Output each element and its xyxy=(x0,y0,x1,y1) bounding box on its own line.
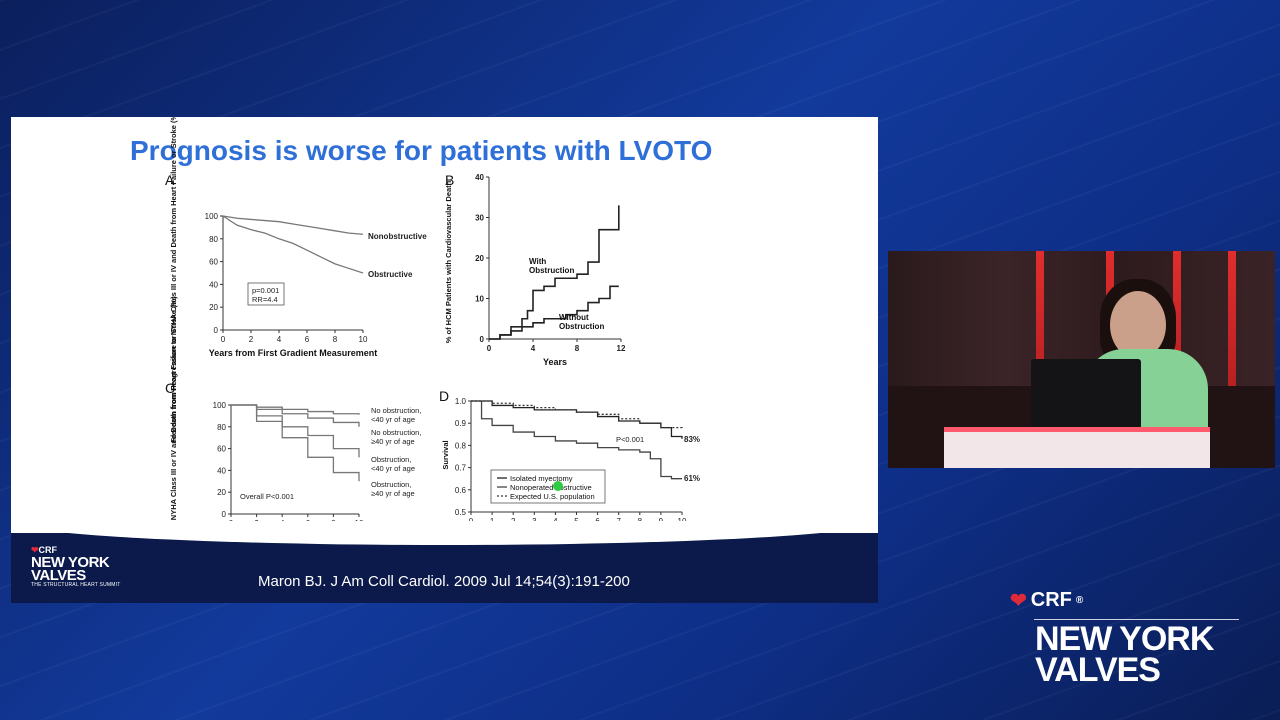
series-line xyxy=(489,285,619,340)
legend-entry: Nonoperated obstructive xyxy=(510,483,592,492)
heart-icon: ❤ xyxy=(31,545,39,555)
y-tick-label: 0 xyxy=(214,326,219,335)
y-tick-label: 30 xyxy=(475,214,484,223)
x-tick-label: 0 xyxy=(221,335,226,344)
y-tick-label: 20 xyxy=(209,303,218,312)
y-tick-label: 60 xyxy=(217,445,226,454)
series-line xyxy=(471,400,683,430)
series-label: Obstruction xyxy=(529,266,574,275)
end-label: 83% xyxy=(684,435,700,444)
y-tick-label: 100 xyxy=(213,401,227,410)
y-axis-label: % of HCM Patients with Cardiovascular De… xyxy=(444,180,453,343)
y-tick-label: 1.0 xyxy=(455,397,467,406)
y-tick-label: 80 xyxy=(217,423,226,432)
y-tick-label: 0.7 xyxy=(455,464,467,473)
series-line xyxy=(471,400,683,439)
y-tick-label: 20 xyxy=(217,488,226,497)
series-label: Obstructive xyxy=(368,270,413,279)
laptop xyxy=(1031,359,1141,429)
y-axis-label: Survival xyxy=(441,440,450,469)
y-axis-label: Freedom from Progression to NYHA Class I… xyxy=(169,117,178,443)
y-axis-label: Freedom from Progression to NYHA Class I… xyxy=(169,296,178,537)
series-label: Obstruction xyxy=(559,322,604,331)
y-tick-label: 0 xyxy=(480,335,485,344)
x-tick-label: 12 xyxy=(617,344,626,353)
y-tick-label: 80 xyxy=(209,235,218,244)
x-tick-label: 8 xyxy=(333,335,338,344)
speaker-head xyxy=(1110,291,1166,359)
series-line xyxy=(231,404,360,458)
y-tick-label: 0.9 xyxy=(455,419,467,428)
crf-logo: ❤ CRF ® NEW YORK VALVES xyxy=(1010,588,1239,687)
cursor-dot xyxy=(553,481,563,491)
series-label: Obstruction, xyxy=(371,455,411,464)
series-label: ≥40 yr of age xyxy=(371,437,415,446)
y-tick-label: 100 xyxy=(205,212,219,221)
annotation-text: P<0.001 xyxy=(616,435,644,444)
y-tick-label: 0.5 xyxy=(455,508,467,517)
series-line xyxy=(231,404,360,482)
heart-icon: ❤ xyxy=(1010,590,1027,612)
speaker-video xyxy=(888,251,1275,468)
x-tick-label: 0 xyxy=(487,344,492,353)
series-label: Without xyxy=(559,313,589,322)
y-tick-label: 0 xyxy=(222,510,227,519)
legend-entry: Expected U.S. population xyxy=(510,492,595,501)
slide-title: Prognosis is worse for patients with LVO… xyxy=(130,135,713,166)
y-tick-label: 60 xyxy=(209,258,218,267)
small-logo: ❤CRF NEW YORK VALVES THE STRUCTURAL HEAR… xyxy=(31,545,121,588)
series-label: ≥40 yr of age xyxy=(371,489,415,498)
x-tick-label: 4 xyxy=(531,344,536,353)
series-line xyxy=(231,404,360,427)
x-axis-label: Years from First Gradient Measurement xyxy=(209,348,378,358)
x-tick-label: 8 xyxy=(575,344,580,353)
x-tick-label: 6 xyxy=(305,335,310,344)
annotation-text: p=0.001 xyxy=(252,286,279,295)
slide-footer: ❤CRF NEW YORK VALVES THE STRUCTURAL HEAR… xyxy=(11,521,878,603)
citation: Maron BJ. J Am Coll Cardiol. 2009 Jul 14… xyxy=(258,573,630,590)
series-label: With xyxy=(529,257,546,266)
y-tick-label: 0.8 xyxy=(455,441,467,450)
presentation-slide: Prognosis is worse for patients with LVO… xyxy=(11,117,878,603)
x-tick-label: 4 xyxy=(277,335,282,344)
series-label: <40 yr of age xyxy=(371,415,415,424)
legend-box xyxy=(490,469,606,504)
x-tick-label: 2 xyxy=(249,335,254,344)
panel-letter: B xyxy=(445,172,454,188)
series-line xyxy=(222,215,364,235)
y-tick-label: 40 xyxy=(475,173,484,182)
series-label: No obstruction, xyxy=(371,428,421,437)
panel-letter: D xyxy=(439,388,449,404)
podium xyxy=(944,432,1210,468)
series-label: Nonobstructive xyxy=(368,232,427,241)
series-line xyxy=(222,215,364,274)
legend-entry: Isolated myectomy xyxy=(510,474,573,483)
x-tick-label: 10 xyxy=(359,335,368,344)
annotation-box xyxy=(247,282,285,306)
panel-letter: C xyxy=(165,380,175,396)
series-label: No obstruction, xyxy=(371,406,421,415)
annotation-text: Overall P<0.001 xyxy=(240,492,294,501)
annotation-text: RR=4.4 xyxy=(252,295,278,304)
y-tick-label: 20 xyxy=(475,254,484,263)
series-label: <40 yr of age xyxy=(371,464,415,473)
y-tick-label: 40 xyxy=(209,280,218,289)
y-tick-label: 40 xyxy=(217,466,226,475)
y-tick-label: 10 xyxy=(475,295,484,304)
panel-letter: A xyxy=(165,172,175,188)
series-line xyxy=(489,205,620,340)
x-axis-label: Years xyxy=(543,357,567,367)
series-label: Obstruction, xyxy=(371,480,411,489)
end-label: 61% xyxy=(684,474,700,483)
series-line xyxy=(471,400,682,480)
y-tick-label: 0.6 xyxy=(455,486,467,495)
